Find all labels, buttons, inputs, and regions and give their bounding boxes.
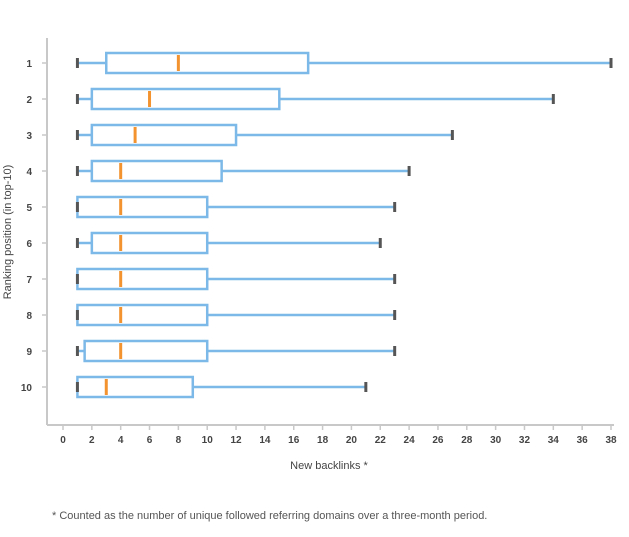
y-axis-title-group: Ranking position (in top-10) (2, 165, 14, 300)
x-tick-label: 36 (577, 435, 589, 446)
iqr-box (90, 87, 281, 111)
x-tick-label: 8 (176, 435, 182, 446)
box-row-10: 10 (21, 375, 368, 399)
iqr-box (105, 51, 310, 75)
x-tick-label: 24 (404, 435, 416, 446)
plot-area: 0 2 4 6 8 10 12 14 16 18 20 22 24 26 28 30 32 34 36 3812345… (21, 38, 617, 446)
y-tick-label: 9 (26, 347, 32, 358)
x-tick-label: 30 (490, 435, 502, 446)
box-row-9: 9 (26, 339, 397, 363)
x-tick-label: 4 (118, 435, 124, 446)
y-tick-label: 7 (26, 275, 32, 286)
x-tick-label: 0 (60, 435, 66, 446)
x-tick-label: 28 (461, 435, 473, 446)
y-axis-title: Ranking position (in top-10) (2, 165, 14, 300)
box-row-4: 4 (26, 159, 411, 183)
y-tick-label: 8 (26, 311, 32, 322)
box-row-5: 5 (26, 195, 397, 219)
y-tick-label: 5 (26, 203, 32, 214)
iqr-box (83, 339, 209, 363)
y-tick-label: 3 (26, 131, 32, 142)
x-tick-label: 18 (317, 435, 329, 446)
x-tick-label: 6 (147, 435, 153, 446)
x-tick-label: 10 (202, 435, 214, 446)
x-tick-label: 34 (548, 435, 560, 446)
footnote: * Counted as the number of unique follow… (52, 510, 488, 522)
box-row-2: 2 (26, 87, 555, 111)
box-row-6: 6 (26, 231, 382, 255)
y-tick-label: 4 (26, 167, 32, 178)
x-tick-label: 20 (346, 435, 358, 446)
iqr-box (76, 195, 209, 219)
x-tick-label: 32 (519, 435, 531, 446)
iqr-box (76, 303, 209, 327)
box-row-1: 1 (26, 51, 613, 75)
iqr-box (76, 375, 195, 399)
y-tick-label: 10 (21, 383, 33, 394)
x-tick-label: 12 (230, 435, 242, 446)
x-tick-label: 14 (259, 435, 271, 446)
x-axis-title: New backlinks * (290, 460, 368, 472)
box-row-7: 7 (26, 267, 397, 291)
iqr-box (90, 231, 209, 255)
x-tick-label: 22 (375, 435, 387, 446)
x-tick-label: 16 (288, 435, 300, 446)
x-tick-label: 2 (89, 435, 95, 446)
iqr-box (76, 267, 209, 291)
box-row-3: 3 (26, 123, 454, 147)
x-tick-label: 38 (605, 435, 617, 446)
x-tick-label: 26 (432, 435, 444, 446)
iqr-box (90, 123, 238, 147)
box-row-8: 8 (26, 303, 397, 327)
y-tick-label: 2 (26, 95, 32, 106)
iqr-box (90, 159, 223, 183)
y-tick-label: 1 (26, 59, 32, 70)
y-tick-label: 6 (26, 239, 32, 250)
